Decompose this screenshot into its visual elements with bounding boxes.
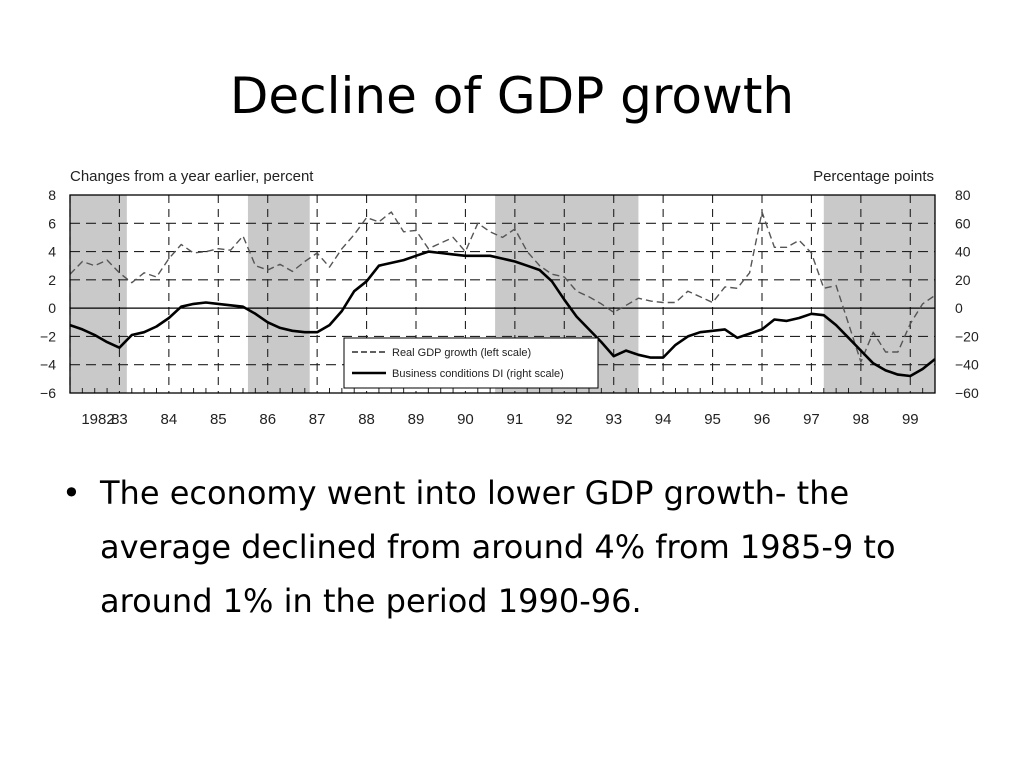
x-tick-label: 97 [803, 411, 820, 428]
x-tick-label: 94 [655, 411, 672, 428]
left-y-tick-label: 0 [48, 300, 56, 316]
legend-box [343, 337, 599, 389]
bullet-list: • The economy went into lower GDP growth… [62, 466, 962, 628]
bullet-text: The economy went into lower GDP growth- … [100, 474, 896, 620]
right-y-tick-label: −40 [955, 357, 979, 373]
left-y-axis-labels: 8 6 4 2 0 −2 −4 −6 [40, 187, 56, 401]
right-y-tick-label: −20 [955, 328, 979, 344]
recession-band [823, 195, 935, 393]
right-y-tick-label: 80 [955, 187, 971, 203]
series-line-business-conditions [69, 250, 936, 378]
plot-border [69, 194, 936, 394]
bullet-item: • The economy went into lower GDP growth… [62, 466, 962, 628]
left-y-tick-label: 2 [48, 272, 56, 288]
x-tick-label: 92 [556, 411, 573, 428]
x-tick-label: 96 [754, 411, 771, 428]
x-tick-label: 86 [259, 411, 276, 428]
x-tick-label: 93 [605, 411, 622, 428]
legend-label: Business conditions DI (right scale) [392, 368, 564, 380]
x-tick-label: 90 [457, 411, 474, 428]
right-y-tick-label: 20 [955, 272, 971, 288]
right-y-tick-label: 0 [955, 300, 963, 316]
left-y-tick-label: 8 [48, 187, 56, 203]
right-axis-title: Percentage points [813, 168, 934, 185]
x-tick-label: 84 [161, 411, 178, 428]
left-y-tick-label: −4 [40, 357, 56, 373]
x-tick-label: 1982 [81, 411, 114, 428]
x-tick-label: 87 [309, 411, 326, 428]
legend-label: Real GDP growth (left scale) [392, 347, 531, 359]
bullet-marker: • [62, 474, 81, 512]
plot-frame [69, 194, 936, 394]
right-y-tick-label: −60 [955, 385, 979, 401]
x-tick-label: 99 [902, 411, 919, 428]
x-tick-label: 83 [111, 411, 128, 428]
x-tick-label: 95 [704, 411, 721, 428]
series-line-gdp [69, 211, 936, 363]
left-y-tick-label: 4 [48, 244, 56, 260]
right-y-tick-label: 40 [955, 244, 971, 260]
right-y-tick-label: 60 [955, 215, 971, 231]
recession-shading [70, 195, 935, 393]
x-tick-label: 88 [358, 411, 375, 428]
x-tick-label: 89 [408, 411, 425, 428]
x-tick-label: 98 [853, 411, 870, 428]
gdp-chart: Changes from a year earlier, percent Per… [40, 168, 979, 428]
chart-series [69, 211, 936, 378]
x-tick-label: 85 [210, 411, 227, 428]
right-y-axis-labels: 80 60 40 20 0 −20 −40 −60 [955, 187, 979, 401]
left-axis-title: Changes from a year earlier, percent [70, 168, 314, 185]
slide-title: Decline of GDP growth [229, 67, 795, 125]
left-y-tick-label: −2 [40, 328, 56, 344]
chart-legend: Real GDP growth (left scale) Business con… [343, 337, 599, 389]
recession-band [247, 195, 310, 393]
recession-band [70, 195, 127, 393]
left-y-tick-label: −6 [40, 385, 56, 401]
left-y-tick-label: 6 [48, 215, 56, 231]
x-tick-label: 91 [507, 411, 524, 428]
